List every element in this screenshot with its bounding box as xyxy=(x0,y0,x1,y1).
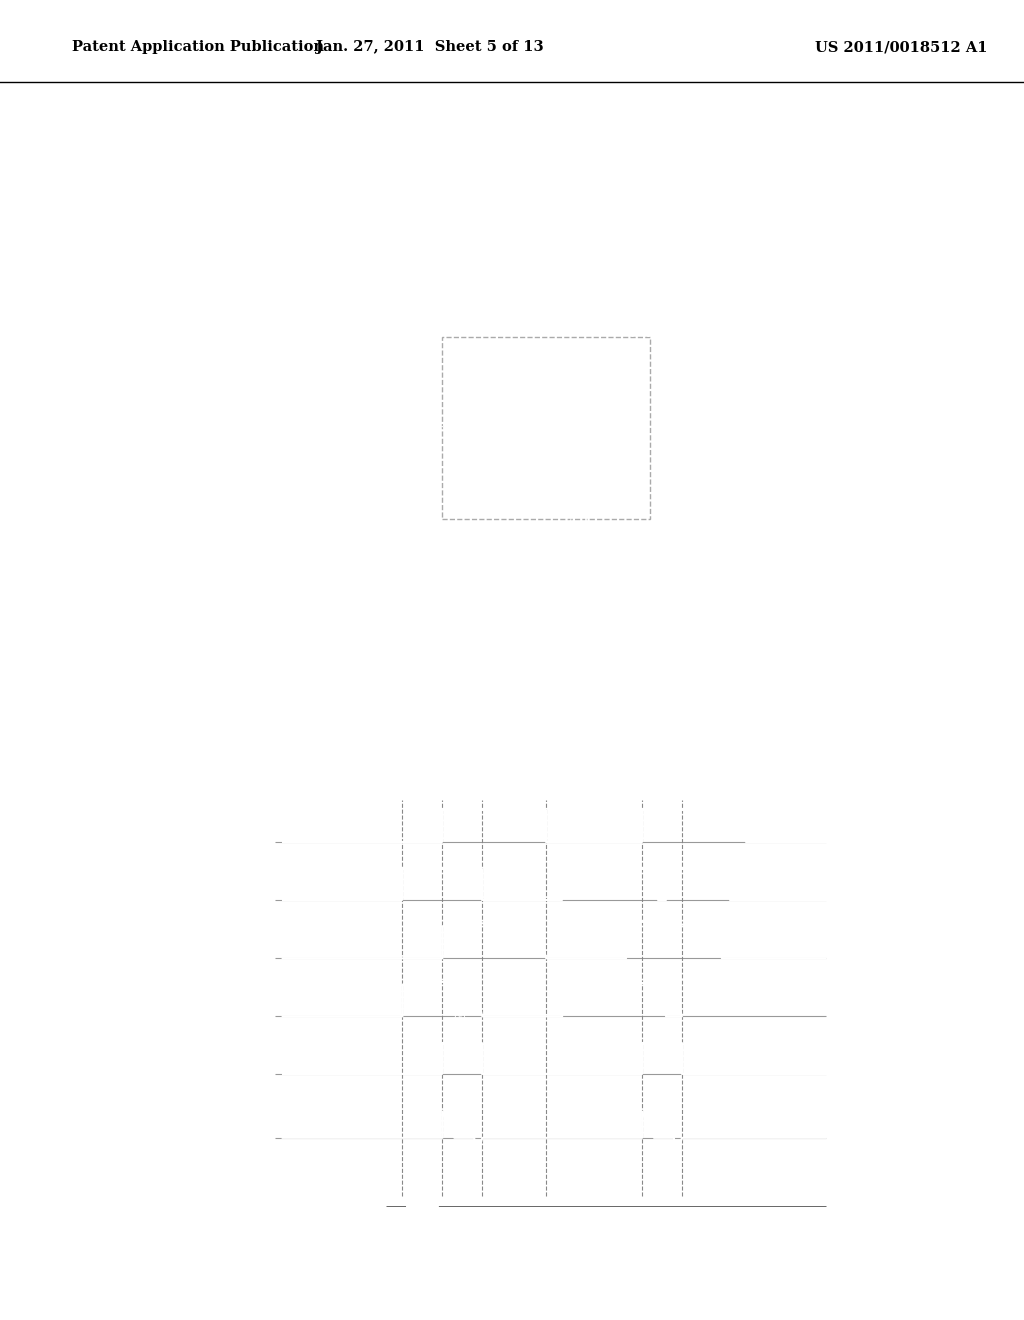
Text: DQ1: DQ1 xyxy=(610,393,630,403)
Text: D: D xyxy=(549,1221,559,1234)
Text: Ia: Ia xyxy=(323,319,332,330)
Bar xyxy=(146,367,259,465)
Text: 34: 34 xyxy=(659,508,672,517)
Bar xyxy=(346,166,602,222)
Text: C1: C1 xyxy=(430,515,442,524)
Text: Lo: Lo xyxy=(660,308,672,318)
Text: Load
LD: Load LD xyxy=(826,411,850,433)
Text: 40: 40 xyxy=(844,235,856,244)
Text: Co: Co xyxy=(765,453,778,463)
Text: Ic1: Ic1 xyxy=(543,483,557,494)
Text: Ib: Ib xyxy=(256,1011,266,1022)
Text: Δtc: Δtc xyxy=(455,1011,470,1022)
Circle shape xyxy=(468,496,480,506)
Text: SR1: SR1 xyxy=(269,478,287,487)
Text: Vgc: Vgc xyxy=(246,1069,266,1080)
Text: Vgb: Vgb xyxy=(265,405,283,414)
Text: A2: A2 xyxy=(456,1170,469,1180)
Text: A1: A1 xyxy=(412,1170,425,1180)
Text: R1: R1 xyxy=(610,478,623,487)
Text: Patent Application Publication: Patent Application Publication xyxy=(72,40,324,54)
Text: Control circuit PW2: Control circuit PW2 xyxy=(421,189,527,199)
Text: FIG.7: FIG.7 xyxy=(494,139,551,158)
Polygon shape xyxy=(522,492,546,510)
Text: D1: D1 xyxy=(564,515,577,524)
Bar xyxy=(442,337,650,519)
Text: Ib: Ib xyxy=(323,471,332,482)
Polygon shape xyxy=(323,434,346,453)
Circle shape xyxy=(636,368,648,378)
Circle shape xyxy=(388,368,400,378)
Text: 42: 42 xyxy=(659,277,672,288)
Circle shape xyxy=(292,277,305,286)
Text: Ia: Ia xyxy=(257,953,266,964)
Text: US 2011/0018512 A1: US 2011/0018512 A1 xyxy=(815,40,987,54)
Text: DSR1: DSR1 xyxy=(401,381,426,389)
Text: Vin: Vin xyxy=(259,259,274,269)
Text: Jan. 27, 2011  Sheet 5 of 13: Jan. 27, 2011 Sheet 5 of 13 xyxy=(316,40,544,54)
Text: E: E xyxy=(646,1221,654,1234)
Text: 12: 12 xyxy=(460,235,472,244)
Text: Q1: Q1 xyxy=(414,399,426,408)
Text: Δtd: Δtd xyxy=(662,1191,678,1201)
Text: Ic1: Ic1 xyxy=(250,1133,266,1143)
Text: Vga: Vga xyxy=(245,837,266,847)
Polygon shape xyxy=(574,392,598,409)
Text: R2: R2 xyxy=(438,424,451,433)
Circle shape xyxy=(827,368,840,378)
Text: E: E xyxy=(156,350,162,360)
Text: A: A xyxy=(418,1221,427,1234)
Text: Vout: Vout xyxy=(839,301,860,312)
Circle shape xyxy=(779,368,793,378)
Text: Vgb: Vgb xyxy=(245,895,266,906)
Text: I4: I4 xyxy=(414,550,423,561)
Text: C: C xyxy=(485,1221,495,1234)
Circle shape xyxy=(556,368,568,378)
Text: Vgc: Vgc xyxy=(411,301,429,312)
Circle shape xyxy=(580,527,593,536)
Text: 16: 16 xyxy=(804,277,816,288)
Text: TR1: TR1 xyxy=(269,345,287,354)
Text: Vga: Vga xyxy=(265,290,283,298)
Text: Input
power
source: Input power source xyxy=(187,401,218,430)
Bar xyxy=(785,379,890,465)
Circle shape xyxy=(292,368,305,378)
Text: FIG.8: FIG.8 xyxy=(494,775,551,793)
